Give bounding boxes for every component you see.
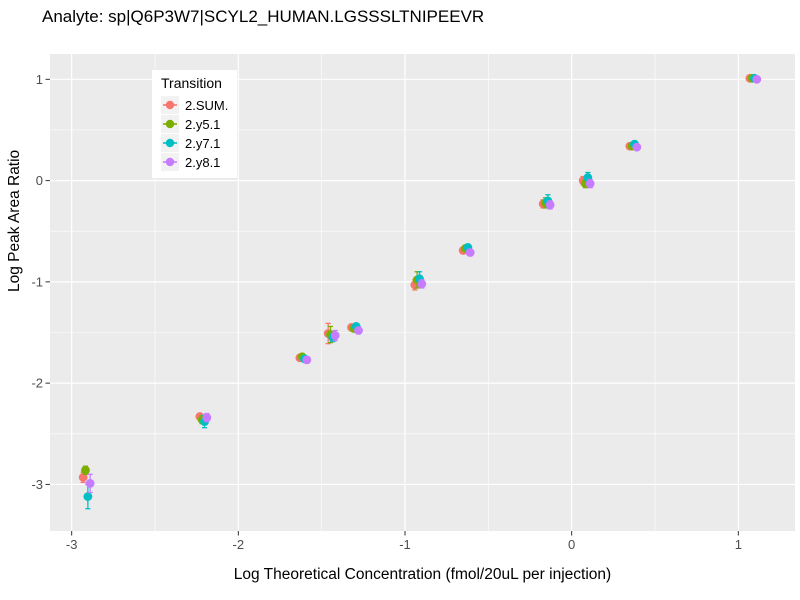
data-point [83,492,93,501]
legend-item-2.y7.1: 2.y7.1 [161,134,228,152]
data-point [85,479,95,488]
x-tick-label: 1 [735,537,742,552]
legend-item-2.y5.1: 2.y5.1 [161,115,228,133]
x-tick-label: -3 [66,537,78,552]
data-point [302,355,312,365]
legend-title: Transition [161,75,222,91]
legend-label: 2.y5.1 [185,116,221,132]
y-tick-label: -2 [31,376,43,391]
legend-key-glyph [161,115,179,133]
axis-ticks [45,78,739,536]
legend-item-2.y8.1: 2.y8.1 [161,153,228,171]
y-tick-label: -3 [31,477,43,492]
y-tick-label: 0 [36,173,43,188]
legend-items: 2.SUM. 2.y5.1 2.y7.1 2.y8.1 [161,96,228,171]
x-tick-label: -2 [233,537,245,552]
data-point [465,248,475,257]
legend-label: 2.y7.1 [185,135,221,151]
legend: Transition 2.SUM. 2.y5.1 2.y7.1 2.y8.1 [152,70,238,178]
y-tick-labels: -3 -2 -1 0 1 [31,72,43,492]
x-tick-label: -1 [399,537,411,552]
legend-item-2.SUM.: 2.SUM. [161,96,228,114]
data-point [81,465,90,475]
data-point [585,179,595,189]
data-point [545,200,555,210]
legend-label: 2.SUM. [185,97,229,113]
data-point [752,74,762,84]
x-tick-label: 0 [568,537,575,552]
plot-title: Analyte: sp|Q6P3W7|SCYL2_HUMAN.LGSSSLTNI… [42,7,485,26]
x-axis-title: Log Theoretical Concentration (fmol/20uL… [233,566,612,583]
data-point [202,413,212,422]
y-tick-label: -1 [31,274,43,289]
data-point [330,331,340,340]
x-tick-labels: -3 -2 -1 0 1 [66,537,742,552]
legend-key-glyph [161,134,179,152]
data-point [417,279,427,289]
legend-key-glyph [161,153,179,171]
legend-key-glyph [161,96,179,114]
legend-label: 2.y8.1 [185,154,221,170]
data-point [632,142,642,152]
y-tick-label: 1 [36,72,43,87]
data-point [78,472,88,482]
data-point [354,326,363,335]
series-points-2.y8.1 [85,74,762,488]
